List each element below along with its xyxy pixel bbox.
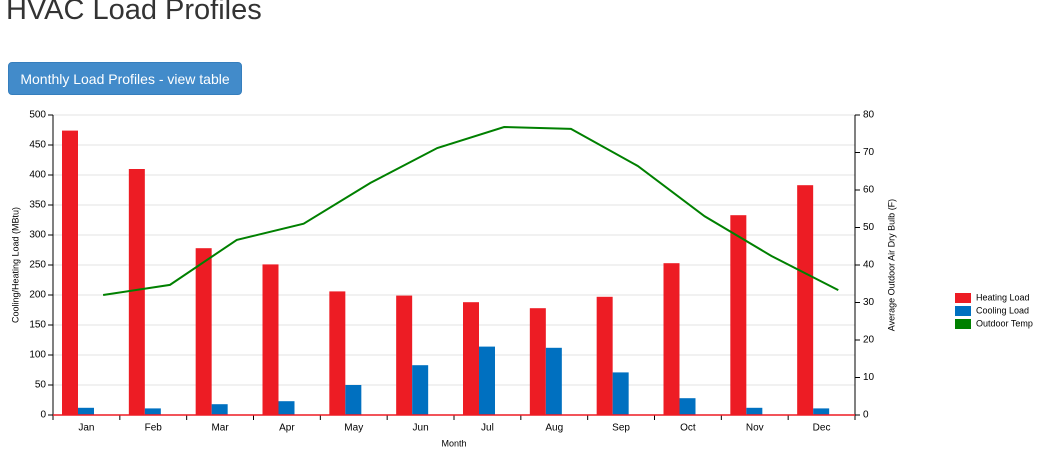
bar xyxy=(396,295,413,415)
x-tick-label: Apr xyxy=(279,423,295,434)
bar xyxy=(612,372,629,415)
y2-tick-label: 10 xyxy=(863,372,875,383)
y2-axis-label: Average Outdoor Air Dry Bulb (F) xyxy=(886,199,896,331)
bar xyxy=(679,398,696,415)
y-tick-label: 300 xyxy=(29,230,46,241)
legend-label: Outdoor Temp xyxy=(976,318,1033,328)
x-tick-label: Sep xyxy=(612,423,630,434)
bar xyxy=(262,264,279,415)
x-tick-label: Oct xyxy=(680,423,696,434)
view-table-button[interactable]: Monthly Load Profiles - view table xyxy=(8,62,242,95)
bar xyxy=(329,291,346,415)
legend-label: Cooling Load xyxy=(976,305,1029,315)
x-tick-label: Nov xyxy=(746,423,764,434)
y2-tick-label: 30 xyxy=(863,297,875,308)
y-tick-label: 350 xyxy=(29,200,46,211)
y-tick-label: 0 xyxy=(40,410,46,421)
x-tick-label: Dec xyxy=(813,423,831,434)
x-tick-label: May xyxy=(344,423,363,434)
bar xyxy=(278,401,295,415)
bar xyxy=(797,185,814,415)
y2-tick-label: 70 xyxy=(863,147,875,158)
bar xyxy=(545,347,562,415)
x-tick-label: Jan xyxy=(78,423,94,434)
bar xyxy=(144,408,161,415)
legend-swatch xyxy=(955,306,971,316)
x-axis-label: Month xyxy=(441,438,466,448)
y2-tick-label: 40 xyxy=(863,260,875,271)
bar xyxy=(211,404,228,415)
x-tick-label: Aug xyxy=(545,423,563,434)
x-tick-label: Jun xyxy=(413,423,429,434)
bar xyxy=(463,302,479,415)
bar xyxy=(345,385,362,415)
x-tick-label: Jul xyxy=(481,423,494,434)
y-tick-label: 100 xyxy=(29,350,46,361)
y-tick-label: 150 xyxy=(29,320,46,331)
y2-tick-label: 50 xyxy=(863,222,875,233)
legend-swatch xyxy=(955,293,971,303)
y2-tick-label: 80 xyxy=(863,110,875,121)
y-axis-label: Cooling/Heating Load (MBtu) xyxy=(10,207,20,323)
legend-label: Heating Load xyxy=(976,292,1030,302)
bar xyxy=(746,407,763,415)
bar xyxy=(128,169,145,415)
bar xyxy=(78,407,94,415)
y-tick-label: 250 xyxy=(29,260,46,271)
x-tick-label: Feb xyxy=(145,423,163,434)
bar xyxy=(813,408,830,415)
y-tick-label: 50 xyxy=(35,380,47,391)
y2-tick-label: 20 xyxy=(863,335,875,346)
bar xyxy=(412,365,429,415)
legend-swatch xyxy=(955,319,971,329)
bar xyxy=(730,215,747,415)
bar xyxy=(663,263,680,415)
y-tick-label: 500 xyxy=(29,110,46,121)
y2-tick-label: 0 xyxy=(863,410,869,421)
page-title: HVAC Load Profiles xyxy=(6,0,262,26)
bar xyxy=(529,308,546,415)
bar xyxy=(62,130,78,415)
line xyxy=(102,125,839,296)
y-tick-label: 400 xyxy=(29,170,46,181)
y-tick-label: 200 xyxy=(29,290,46,301)
x-tick-label: Mar xyxy=(211,423,229,434)
bar xyxy=(195,248,212,415)
bar xyxy=(479,346,495,415)
bar xyxy=(596,296,613,415)
y-tick-label: 450 xyxy=(29,140,46,151)
y2-tick-label: 60 xyxy=(863,185,875,196)
